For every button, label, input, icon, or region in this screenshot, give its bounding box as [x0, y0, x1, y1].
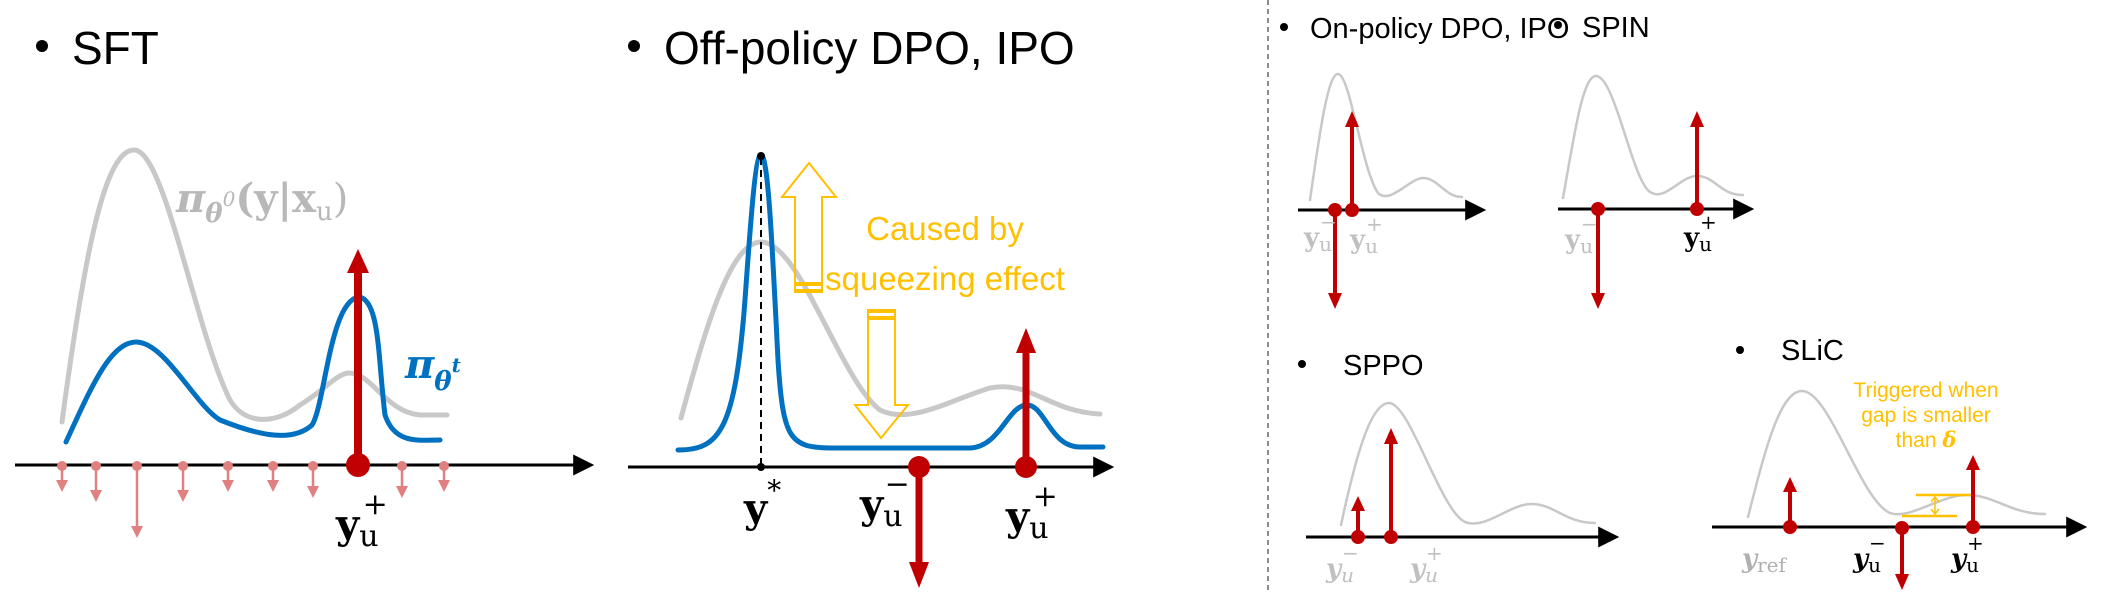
- initial-policy-curve: [1746, 389, 2047, 519]
- arrow-down-icon: [90, 461, 102, 502]
- arrow-up-icon: [1783, 477, 1797, 492]
- y-minus-label: yu−: [1325, 541, 1359, 587]
- current-policy-curve: [63, 294, 443, 445]
- bullet-icon: [1736, 346, 1744, 354]
- small-positive-gradient-arrow: [1351, 496, 1365, 544]
- trigger-note-line3: than δ: [1896, 427, 1957, 452]
- arrow-down-icon: [438, 461, 450, 492]
- negative-gradient-arrow: [1328, 203, 1342, 309]
- positive-gradient-arrow: [1015, 328, 1037, 478]
- positive-gradient-arrow: [346, 249, 370, 477]
- positive-gradient-arrow: [1966, 455, 1980, 534]
- arrow-down-icon: [267, 461, 279, 492]
- y-minus-label: yu−: [1303, 210, 1337, 256]
- y-minus-label: yu−: [1852, 531, 1886, 577]
- y-plus-label: yu+: [335, 487, 388, 554]
- initial-policy-curve: [1339, 401, 1597, 527]
- minor-gradient-arrows: [56, 461, 450, 538]
- panel-spin: SPIN yu− yu+: [1554, 12, 1755, 309]
- negative-gradient-arrow: [1895, 521, 1909, 590]
- arrow-down-icon: [1328, 293, 1342, 309]
- squeeze-note-line1: Caused by: [866, 210, 1024, 247]
- initial-policy-label: πθ0(y|xu): [175, 175, 348, 229]
- y-star-dot: [757, 463, 765, 471]
- squeeze-note-line2: squeezing effect: [825, 260, 1065, 297]
- positive-gradient-arrow: [1345, 111, 1359, 217]
- arrow-down-icon: [56, 461, 68, 492]
- panel-sft: SFT yu+ πθ0(y|xu) πθt: [15, 22, 595, 554]
- initial-policy-curve: [678, 239, 1103, 421]
- hollow-arrow-up-icon: [779, 161, 839, 293]
- panel-slic: SLiC Triggered when gap is smaller than …: [1712, 335, 2088, 590]
- bullet-icon: [1280, 23, 1288, 31]
- y-star-label: y*: [743, 474, 781, 532]
- trigger-note-line1: Triggered when: [1853, 379, 1998, 402]
- arrow-down-icon: [1591, 293, 1605, 309]
- panel-title: SFT: [72, 22, 159, 74]
- panel-sppo: SPPO yu− yu+: [1298, 350, 1620, 587]
- arrow-up-icon: [1016, 328, 1036, 353]
- arrow-up-icon: [1384, 428, 1398, 444]
- bullet-icon: [628, 40, 640, 52]
- negative-gradient-arrow: [908, 456, 930, 588]
- bullet-icon: [1554, 21, 1562, 29]
- panel-title: SPPO: [1343, 350, 1424, 382]
- y-ref-label: yref: [1741, 544, 1788, 577]
- arrow-down-icon: [222, 461, 234, 492]
- bullet-icon: [36, 40, 48, 52]
- arrow-down-icon: [131, 461, 143, 538]
- arrow-down-icon: [396, 461, 408, 498]
- arrow-down-icon: [307, 461, 319, 498]
- margin-gap-indicator: [1902, 493, 1973, 518]
- arrow-down-icon: [1895, 574, 1909, 590]
- y-plus-label: yu+: [1950, 531, 1984, 577]
- arrow-down-icon: [177, 461, 189, 502]
- panel-title: Off-policy DPO, IPO: [664, 22, 1075, 74]
- bullet-icon: [1298, 360, 1306, 368]
- y-minus-label: yu−: [859, 467, 910, 534]
- trigger-note-line2: gap is smaller: [1861, 404, 1991, 427]
- arrow-up-icon: [347, 249, 369, 273]
- panel-onpolicy: On-policy DPO, IPO yu− yu+: [1280, 13, 1569, 309]
- arrow-up-icon: [1351, 496, 1365, 511]
- panel-title: SLiC: [1781, 335, 1844, 367]
- current-policy-label: πθt: [404, 341, 462, 397]
- panel-title: SPIN: [1582, 12, 1650, 44]
- ref-gradient-arrow: [1783, 477, 1797, 534]
- y-minus-label: yu−: [1564, 212, 1598, 258]
- arrow-up-icon: [1690, 111, 1704, 127]
- positive-gradient-arrow: [1384, 428, 1398, 544]
- positive-gradient-arrow: [1690, 111, 1704, 216]
- double-arrow-icon: [1930, 495, 1940, 516]
- initial-policy-curve: [1308, 72, 1464, 202]
- arrow-up-icon: [1966, 455, 1980, 470]
- initial-policy-curve: [1561, 74, 1745, 200]
- y-plus-label: yu+: [1409, 541, 1443, 587]
- arrow-down-icon: [909, 562, 929, 588]
- y-plus-label: yu+: [1005, 479, 1058, 546]
- current-policy-curve: [675, 152, 1106, 453]
- panel-title: On-policy DPO, IPO: [1310, 13, 1569, 45]
- initial-policy-curve: [59, 147, 450, 425]
- arrow-up-icon: [1345, 111, 1359, 127]
- y-plus-label: yu+: [1683, 210, 1717, 256]
- negative-gradient-arrow: [1591, 202, 1605, 309]
- hollow-arrow-down-icon: [852, 309, 911, 440]
- y-plus-label: yu+: [1349, 212, 1383, 258]
- panel-offpolicy: Off-policy DPO, IPO Caused by squeezing …: [628, 22, 1115, 588]
- peak-dot: [757, 152, 765, 160]
